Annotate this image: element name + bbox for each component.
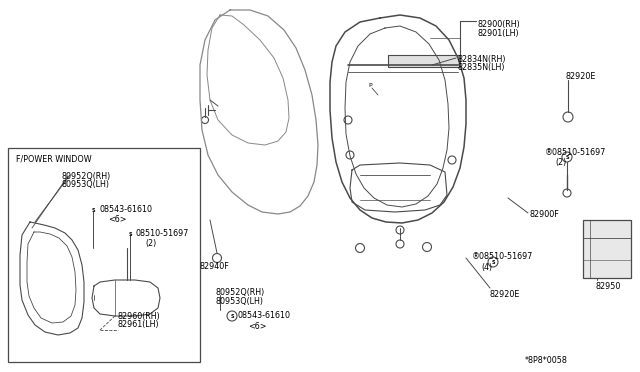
Text: ®08510-51697: ®08510-51697: [472, 252, 533, 261]
Text: S: S: [92, 208, 95, 212]
Text: 82835N(LH): 82835N(LH): [458, 63, 506, 72]
Text: 80952Q(RH): 80952Q(RH): [62, 172, 111, 181]
Text: 82950: 82950: [595, 282, 620, 291]
Text: <6>: <6>: [248, 322, 266, 331]
Text: 82961(LH): 82961(LH): [118, 320, 159, 329]
Bar: [8, 148, 200, 362]
Text: F/POWER WINDOW: F/POWER WINDOW: [16, 154, 92, 163]
Text: (2): (2): [145, 239, 156, 248]
Text: 82834N(RH): 82834N(RH): [458, 55, 506, 64]
Text: (2): (2): [555, 158, 566, 167]
Text: 82920E: 82920E: [490, 290, 520, 299]
Text: 80952Q(RH): 80952Q(RH): [215, 288, 264, 297]
Text: (4): (4): [481, 263, 492, 272]
Bar: [388, 55, 460, 67]
Text: 82960(RH): 82960(RH): [118, 312, 161, 321]
Bar: [583, 220, 631, 278]
Text: S: S: [565, 154, 569, 160]
Text: ®08510-51697: ®08510-51697: [545, 148, 606, 157]
Text: 82901(LH): 82901(LH): [478, 29, 520, 38]
Text: 82900F: 82900F: [530, 210, 560, 219]
Text: 82920E: 82920E: [565, 72, 595, 81]
Text: 08543-61610: 08543-61610: [99, 205, 152, 214]
Text: *8P8*0058: *8P8*0058: [525, 356, 568, 365]
Text: 80953Q(LH): 80953Q(LH): [215, 297, 263, 306]
Text: <6>: <6>: [108, 215, 127, 224]
Text: 08510-51697: 08510-51697: [136, 229, 189, 238]
Text: P: P: [368, 83, 372, 88]
Text: S: S: [492, 260, 495, 264]
Text: S: S: [230, 314, 234, 318]
Text: 80953Q(LH): 80953Q(LH): [62, 180, 110, 189]
Text: 08543-61610: 08543-61610: [238, 311, 291, 320]
Text: S: S: [128, 231, 132, 237]
Text: 82940F: 82940F: [200, 262, 230, 271]
Text: 82900(RH): 82900(RH): [478, 20, 521, 29]
